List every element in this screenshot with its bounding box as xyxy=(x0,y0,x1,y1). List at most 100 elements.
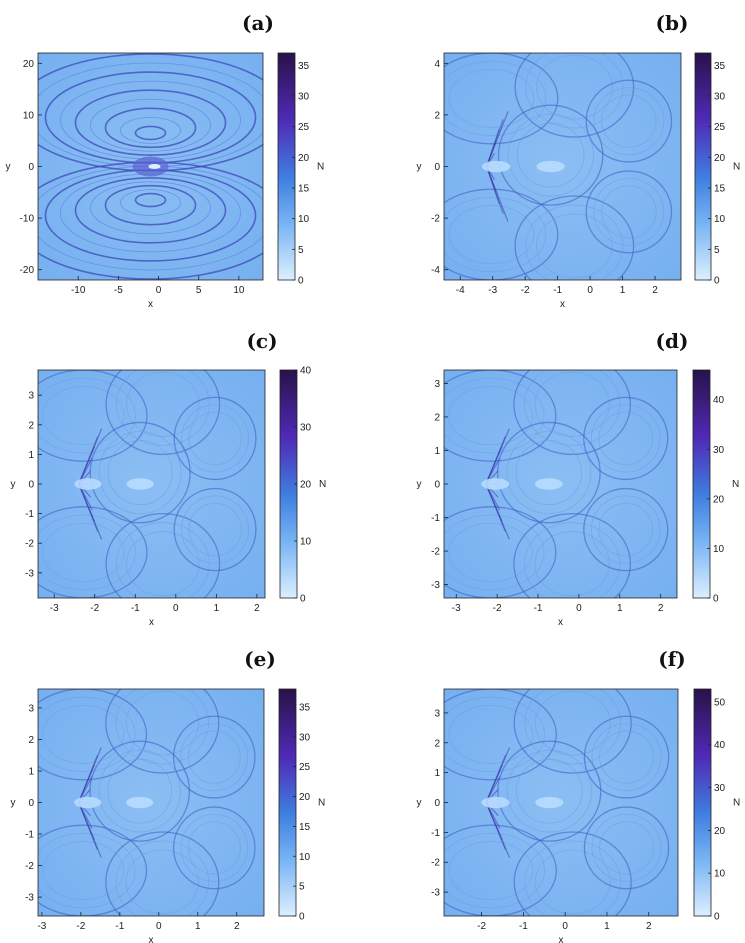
structure-band xyxy=(105,689,220,774)
center-cluster xyxy=(534,478,563,490)
colorbar-tick-label: 5 xyxy=(299,882,305,893)
y-tick-label: 0 xyxy=(434,480,440,491)
structure-band xyxy=(38,514,136,591)
structure-band xyxy=(444,60,547,137)
structure-band xyxy=(448,68,535,128)
colorbar-gradient xyxy=(693,688,712,917)
center-cluster xyxy=(74,796,102,809)
y-tick-label: -1 xyxy=(25,509,34,520)
center-cluster xyxy=(535,796,564,809)
center-cluster xyxy=(74,478,102,490)
structure-band xyxy=(120,189,181,216)
x-tick-label: -3 xyxy=(488,285,497,296)
panel-label: (e) xyxy=(244,647,276,671)
y-tick-label: 0 xyxy=(28,798,34,809)
x-tick-label: -3 xyxy=(452,603,461,614)
structure-band xyxy=(523,522,621,598)
y-tick-label: 2 xyxy=(434,412,440,423)
structure-band xyxy=(593,87,665,156)
colorbar: 0 10 20 30 40 N xyxy=(279,366,326,605)
structure-band xyxy=(105,513,221,598)
y-tick-label: -2 xyxy=(25,861,34,872)
y-tick-label: 0 xyxy=(434,798,440,809)
colorbar-tick-label: 35 xyxy=(714,61,726,72)
structure-band xyxy=(78,802,102,858)
colorbar-tick-label: 30 xyxy=(713,445,725,456)
panel-label: (f) xyxy=(658,647,686,671)
x-tick-label: -1 xyxy=(534,603,543,614)
y-tick-label: -10 xyxy=(20,214,35,225)
structure-band xyxy=(105,831,220,916)
structure-band xyxy=(134,125,167,141)
colorbar-tick-label: 0 xyxy=(714,276,720,287)
y-tick-label: 10 xyxy=(23,110,35,121)
structure-band xyxy=(89,740,191,842)
y-axis-label: y xyxy=(6,162,11,173)
y-tick-label: -4 xyxy=(431,265,440,276)
x-tick-label: 0 xyxy=(156,285,162,296)
colorbar-label: N xyxy=(733,162,740,173)
panel-c: (c) -3 -2 -1 0 1 2 -3 -2 -1 0 1 2 3 x y 0 10 20 30 40 N xyxy=(11,329,327,628)
structure-band xyxy=(583,715,670,799)
panel-a: (a) -10 -5 0 5 10 -20 -10 0 10 20 x y 0 5 10 15 20 25 30 35 N xyxy=(6,11,325,310)
structure-band xyxy=(593,177,665,246)
structure-band xyxy=(173,487,257,572)
center-cluster xyxy=(481,160,511,173)
colorbar-label: N xyxy=(732,479,739,490)
structure-band xyxy=(107,758,172,824)
x-tick-label: -3 xyxy=(50,603,59,614)
colorbar-tick-label: 0 xyxy=(299,912,305,923)
colorbar-tick-label: 40 xyxy=(714,740,726,751)
x-axis-label: x xyxy=(148,299,153,310)
colorbar: 0 5 10 15 20 25 30 35 N xyxy=(694,52,740,287)
structure-band xyxy=(515,758,583,824)
structure-band xyxy=(534,849,611,915)
structure-band xyxy=(38,832,136,909)
center-cluster xyxy=(126,796,154,809)
y-tick-label: 1 xyxy=(434,768,440,779)
colorbar-tick-label: 10 xyxy=(300,537,312,548)
colorbar-tick-label: 35 xyxy=(298,61,310,72)
colorbar-tick-label: 25 xyxy=(714,122,726,133)
structure-band xyxy=(486,166,509,222)
y-axis-label: y xyxy=(11,479,16,490)
y-tick-label: -3 xyxy=(431,580,440,591)
x-tick-label: 2 xyxy=(658,603,664,614)
structure-band xyxy=(104,107,197,149)
y-tick-label: 1 xyxy=(434,446,440,457)
colorbar-tick-label: 30 xyxy=(714,783,726,794)
colorbar-tick-label: 0 xyxy=(713,594,719,605)
structure-band xyxy=(583,487,669,572)
structure-band xyxy=(513,689,632,774)
structure-band xyxy=(115,840,210,916)
structure-band xyxy=(525,53,624,129)
y-axis-label: y xyxy=(417,479,422,490)
center-cluster xyxy=(481,478,510,490)
colorbar-tick-label: 10 xyxy=(713,544,725,555)
colorbar-gradient xyxy=(692,369,711,599)
panel-d: (d) -3 -2 -1 0 1 2 -3 -2 -1 0 1 2 3 x y 0 10 20 30 40 N xyxy=(417,329,740,628)
x-tick-label: 1 xyxy=(214,603,220,614)
y-tick-label: -2 xyxy=(431,858,440,869)
x-tick-label: -2 xyxy=(521,285,530,296)
x-axis-label: x xyxy=(149,617,154,628)
x-tick-label: 0 xyxy=(562,921,568,932)
structure-band xyxy=(448,205,535,265)
y-tick-label: 2 xyxy=(28,420,34,431)
structure-band xyxy=(444,514,545,591)
heatmap-field xyxy=(38,689,264,916)
structure-band xyxy=(172,806,256,890)
y-tick-label: 20 xyxy=(23,59,35,70)
structure-band xyxy=(74,177,227,244)
structure-band xyxy=(444,377,545,454)
heatmap-field xyxy=(38,370,265,598)
structure-band xyxy=(104,184,197,226)
x-tick-label: 2 xyxy=(234,921,240,932)
structure-band xyxy=(120,117,181,144)
x-tick-label: 1 xyxy=(620,285,626,296)
structure-band xyxy=(601,94,657,148)
y-tick-label: 4 xyxy=(434,59,440,70)
structure-band xyxy=(126,531,200,597)
structure-band xyxy=(188,411,242,466)
